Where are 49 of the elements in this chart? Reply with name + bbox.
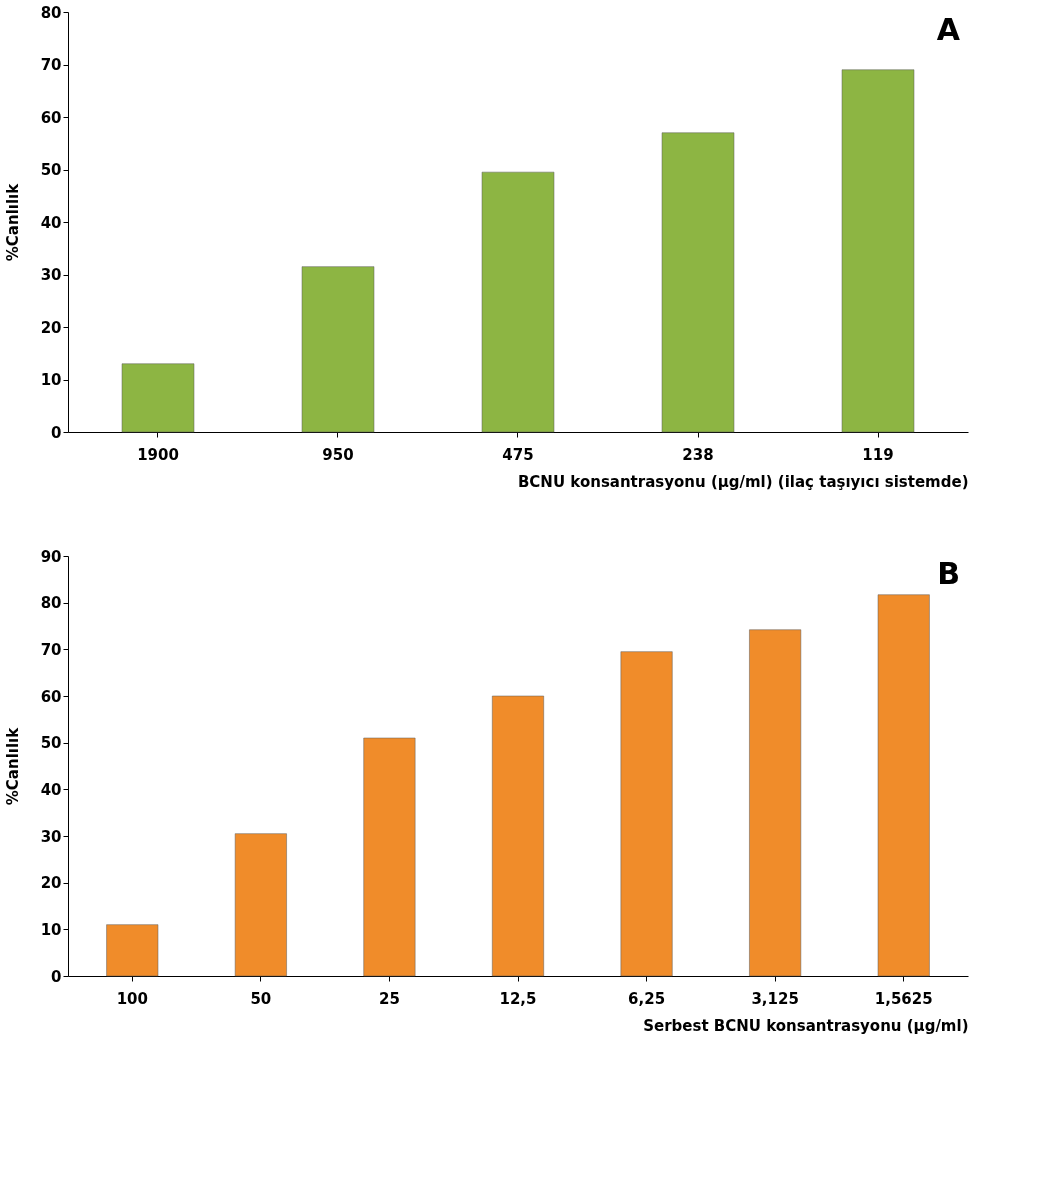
bar [481, 171, 555, 433]
bar [301, 266, 375, 433]
bar [620, 651, 673, 977]
x-tick-label: 475 [502, 445, 534, 464]
x-tick-label: 12,5 [499, 989, 537, 1008]
bar [234, 833, 287, 977]
x-tick-label: 950 [322, 445, 354, 464]
annotation: A [936, 12, 961, 47]
y-tick-label: 80 [40, 3, 62, 22]
bar [121, 363, 195, 433]
y-tick-label: 20 [40, 874, 62, 893]
bar [877, 594, 930, 977]
y-tick-label: 10 [40, 371, 62, 389]
y-tick-label: 50 [40, 161, 62, 179]
x-tick-label: 1900 [137, 445, 179, 464]
annotation: B [937, 556, 960, 591]
y-tick-label: 70 [40, 640, 62, 659]
y-tick-label: 40 [40, 213, 62, 232]
x-tick-label: 50 [250, 989, 272, 1008]
bar [841, 69, 915, 433]
y-tick-label: 80 [40, 594, 62, 613]
y-tick-label: 90 [40, 547, 62, 566]
x-tick-label: 6,25 [628, 989, 666, 1008]
y-tick-label: 20 [40, 318, 62, 337]
bar [363, 737, 416, 977]
y-tick-label: 10 [40, 920, 62, 939]
y-axis-title: %Canlılık [3, 182, 22, 262]
y-tick-label: 60 [40, 687, 62, 706]
y-tick-label: 70 [40, 56, 62, 74]
y-tick-label: 60 [40, 108, 62, 127]
y-tick-label: 30 [40, 827, 62, 846]
y-tick-label: 0 [51, 423, 62, 442]
y-tick-label: 50 [40, 734, 62, 753]
bar [106, 924, 159, 977]
y-tick-label: 40 [40, 780, 62, 799]
y-tick-label: 0 [51, 967, 62, 986]
y-tick-label: 30 [40, 266, 62, 284]
bar [492, 695, 544, 977]
bar [749, 629, 802, 977]
x-axis-title: BCNU konsantrasyonu (µg/ml) (ilaç taşıyıcı sistemde) [517, 472, 969, 491]
bar [661, 132, 735, 433]
x-tick-label: 25 [378, 989, 400, 1008]
y-axis-title: %Canlılık [3, 726, 22, 806]
x-axis-title: Serbest BCNU konsantrasyonu (µg/ml) [643, 1016, 969, 1035]
x-tick-label: 1,5625 [874, 989, 933, 1008]
x-tick-label: 238 [682, 445, 714, 464]
x-tick-label: 100 [116, 989, 148, 1008]
x-tick-label: 3,125 [751, 989, 799, 1008]
x-tick-label: 119 [862, 445, 894, 464]
